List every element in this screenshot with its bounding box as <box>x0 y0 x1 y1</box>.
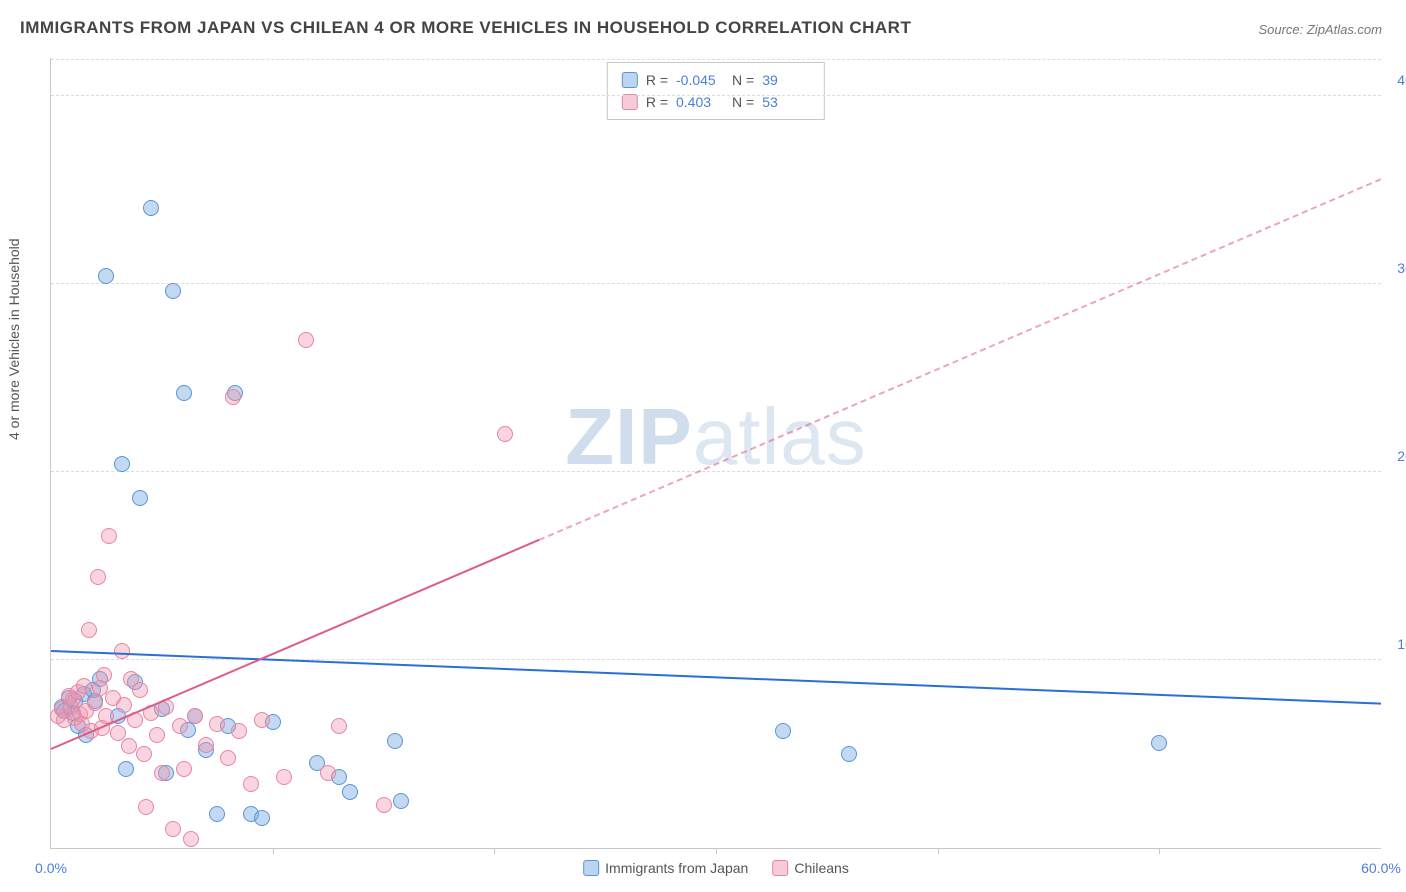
x-tick-mark <box>494 848 495 854</box>
data-point <box>254 712 270 728</box>
series-legend-item: Chileans <box>772 860 848 876</box>
x-tick-label: 60.0% <box>1361 860 1401 876</box>
data-point <box>225 389 241 405</box>
legend-swatch-pink-icon <box>622 94 638 110</box>
x-tick-label: 0.0% <box>35 860 67 876</box>
data-point <box>143 200 159 216</box>
data-point <box>231 723 247 739</box>
source-prefix: Source: <box>1258 22 1306 37</box>
data-point <box>176 385 192 401</box>
legend-swatch-pink-icon <box>772 860 788 876</box>
series-legend-item: Immigrants from Japan <box>583 860 748 876</box>
data-point <box>114 643 130 659</box>
series-legend-label: Chileans <box>794 860 848 876</box>
legend-r-label: R = <box>646 69 668 91</box>
data-point <box>121 738 137 754</box>
data-point <box>243 776 259 792</box>
data-point <box>209 716 225 732</box>
data-point <box>90 569 106 585</box>
data-point <box>183 831 199 847</box>
source-name: ZipAtlas.com <box>1307 22 1382 37</box>
data-point <box>342 784 358 800</box>
data-point <box>320 765 336 781</box>
y-tick-label: 10.0% <box>1387 636 1406 652</box>
data-point <box>114 456 130 472</box>
data-point <box>96 667 112 683</box>
correlation-legend-row: R = -0.045 N = 39 <box>622 69 810 91</box>
series-legend-label: Immigrants from Japan <box>605 860 748 876</box>
series-legend: Immigrants from Japan Chileans <box>583 860 849 876</box>
data-point <box>172 718 188 734</box>
correlation-legend: R = -0.045 N = 39 R = 0.403 N = 53 <box>607 62 825 120</box>
legend-swatch-blue-icon <box>622 72 638 88</box>
y-tick-label: 40.0% <box>1387 72 1406 88</box>
data-point <box>254 810 270 826</box>
data-point <box>138 799 154 815</box>
legend-swatch-blue-icon <box>583 860 599 876</box>
data-point <box>154 765 170 781</box>
scatter-plot-area: ZIPatlas R = -0.045 N = 39 R = 0.403 N =… <box>50 58 1381 849</box>
gridline <box>51 283 1381 284</box>
data-point <box>176 761 192 777</box>
x-tick-mark <box>1159 848 1160 854</box>
data-point <box>98 268 114 284</box>
y-tick-label: 30.0% <box>1387 260 1406 276</box>
data-point <box>209 806 225 822</box>
x-tick-mark <box>716 848 717 854</box>
gridline <box>51 95 1381 96</box>
gridline <box>51 59 1381 60</box>
watermark-bold: ZIP <box>565 392 692 481</box>
watermark: ZIPatlas <box>565 391 866 483</box>
trend-line <box>538 178 1381 541</box>
data-point <box>118 761 134 777</box>
data-point <box>331 718 347 734</box>
x-tick-mark <box>273 848 274 854</box>
data-point <box>198 737 214 753</box>
chart-title: IMMIGRANTS FROM JAPAN VS CHILEAN 4 OR MO… <box>20 18 911 38</box>
data-point <box>220 750 236 766</box>
legend-n-value-blue: 39 <box>762 69 810 91</box>
y-axis-label: 4 or more Vehicles in Household <box>6 238 22 440</box>
data-point <box>101 528 117 544</box>
data-point <box>165 821 181 837</box>
data-point <box>497 426 513 442</box>
data-point <box>132 490 148 506</box>
x-tick-mark <box>938 848 939 854</box>
data-point <box>298 332 314 348</box>
data-point <box>116 697 132 713</box>
data-point <box>276 769 292 785</box>
data-point <box>76 678 92 694</box>
data-point <box>149 727 165 743</box>
legend-r-value-blue: -0.045 <box>676 69 724 91</box>
data-point <box>1151 735 1167 751</box>
data-point <box>132 682 148 698</box>
data-point <box>136 746 152 762</box>
gridline <box>51 471 1381 472</box>
data-point <box>393 793 409 809</box>
data-point <box>775 723 791 739</box>
data-point <box>81 622 97 638</box>
legend-n-label: N = <box>732 69 754 91</box>
data-point <box>165 283 181 299</box>
y-tick-label: 20.0% <box>1387 448 1406 464</box>
data-point <box>841 746 857 762</box>
source-attribution: Source: ZipAtlas.com <box>1258 22 1382 37</box>
data-point <box>187 708 203 724</box>
data-point <box>376 797 392 813</box>
data-point <box>387 733 403 749</box>
